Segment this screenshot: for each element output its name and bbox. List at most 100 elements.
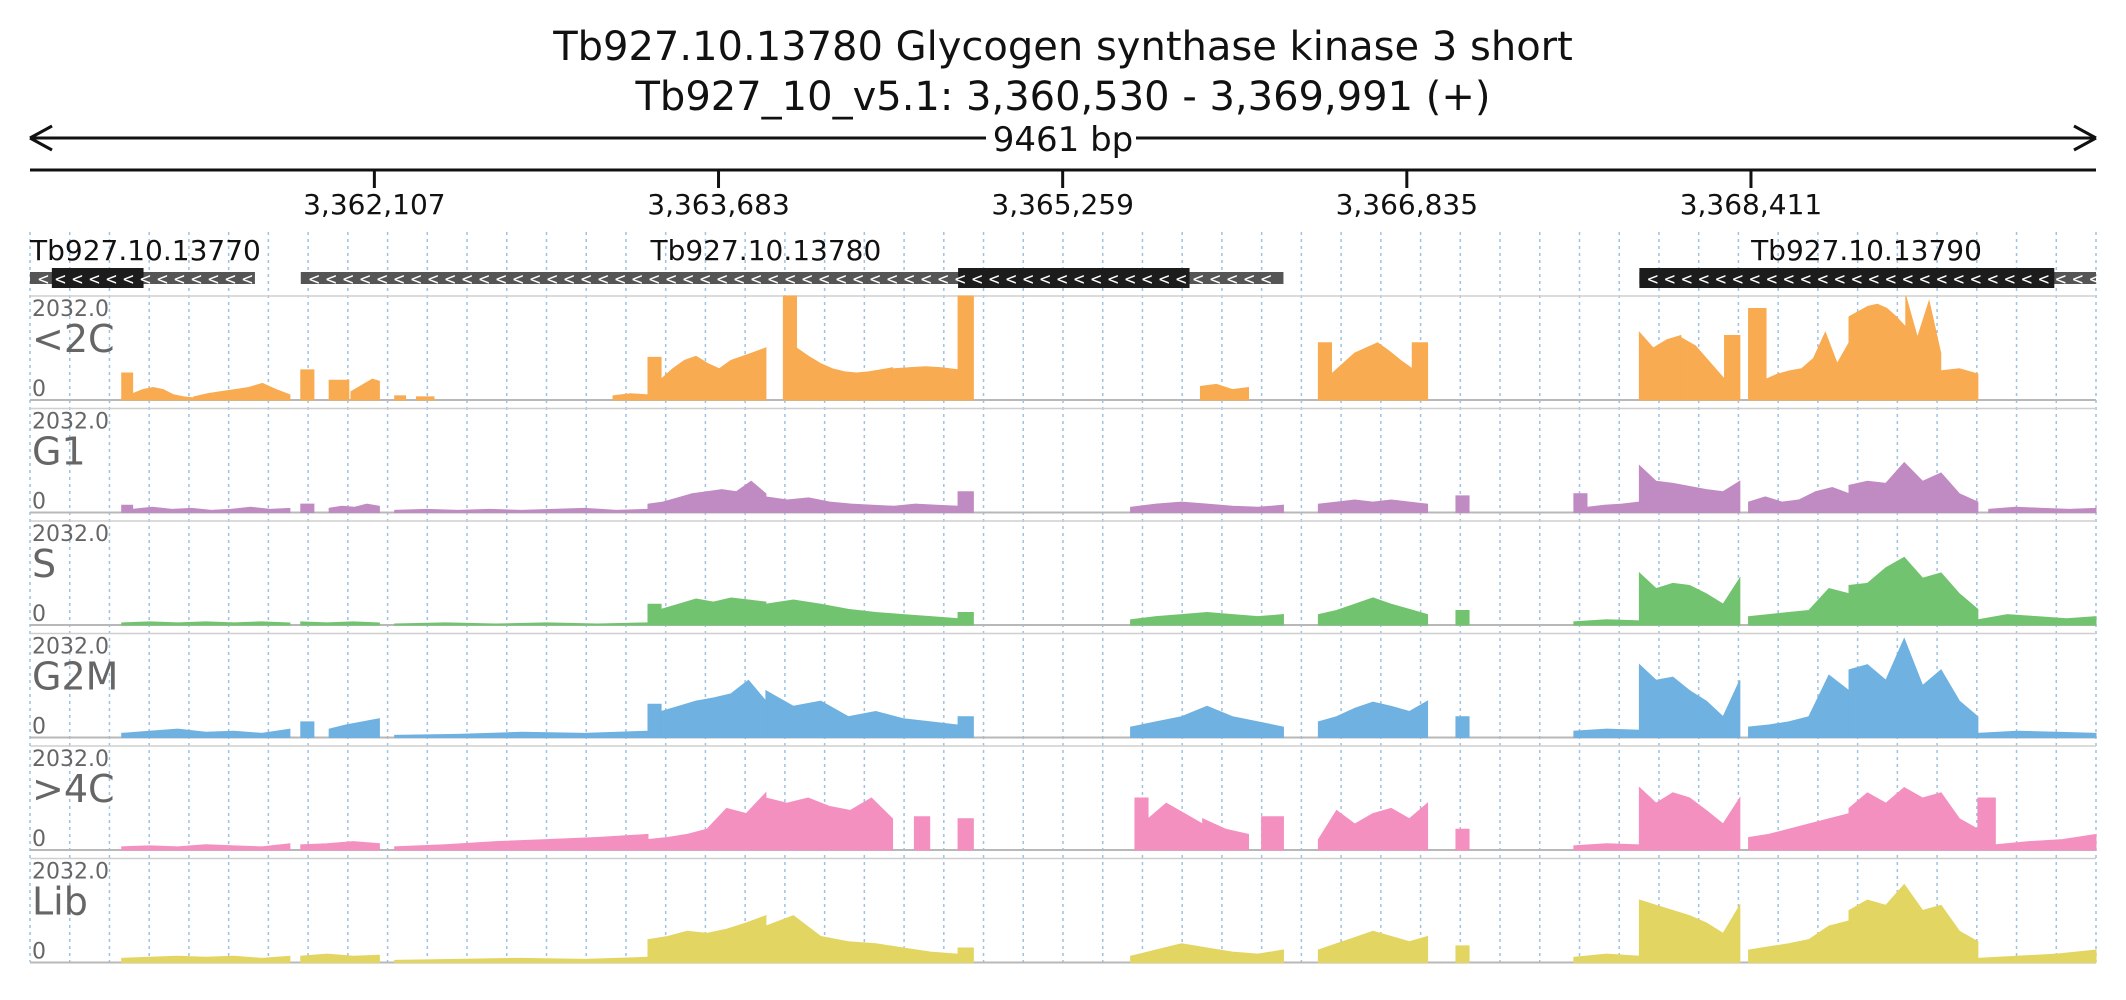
strand-arrow-glyph: < bbox=[1074, 269, 1085, 290]
coverage-area bbox=[121, 372, 134, 401]
coverage-area bbox=[647, 603, 662, 626]
coverage-area bbox=[328, 379, 350, 401]
coverage-area bbox=[957, 612, 974, 626]
strand-arrow-glyph: < bbox=[836, 269, 847, 290]
strand-arrow-glyph: < bbox=[2021, 269, 2032, 290]
coverage-area bbox=[132, 506, 291, 513]
strand-arrow-glyph: < bbox=[1817, 269, 1828, 290]
coverage-area bbox=[1638, 786, 1741, 851]
coverage-area bbox=[765, 496, 959, 513]
coverage-area bbox=[300, 721, 315, 738]
gene-name-label: Tb927.10.13770 bbox=[29, 234, 261, 267]
strand-arrow-glyph: < bbox=[1647, 269, 1658, 290]
coverage-area bbox=[1748, 920, 1850, 963]
strand-arrow-glyph: < bbox=[989, 269, 1000, 290]
strand-arrow-glyph: < bbox=[394, 269, 405, 290]
coverage-area bbox=[1848, 461, 1979, 513]
coverage-area bbox=[1977, 949, 2097, 963]
strand-arrow-glyph: < bbox=[38, 269, 49, 290]
strand-arrow-glyph: < bbox=[123, 269, 134, 290]
strand-arrow-glyph: < bbox=[530, 269, 541, 290]
strand-arrow-glyph: < bbox=[191, 269, 202, 290]
coverage-area bbox=[660, 347, 767, 401]
track-name-label: G2M bbox=[32, 655, 118, 699]
gene-cds-bar bbox=[1639, 268, 2055, 288]
coverage-track: 2032.0 0 <2C bbox=[30, 295, 2096, 402]
axis-ticks: 3,362,107 3,363,683 3,365,259 3,366,835 3,36… bbox=[303, 170, 1822, 221]
coverage-area bbox=[394, 833, 649, 851]
coverage-area bbox=[416, 396, 435, 401]
axis-tick-label: 3,362,107 bbox=[303, 188, 446, 221]
coverage-area bbox=[660, 679, 767, 738]
track-ymin-label: 0 bbox=[32, 715, 46, 740]
coverage-area bbox=[1317, 930, 1429, 963]
track-ymax-label: 2032.0 bbox=[32, 635, 109, 660]
axis-tick-label: 3,368,411 bbox=[1680, 188, 1823, 221]
strand-arrow-glyph: < bbox=[1919, 269, 1930, 290]
strand-arrow-glyph: < bbox=[1868, 269, 1879, 290]
coverage-area bbox=[1134, 797, 1149, 851]
strand-arrow-glyph: < bbox=[1715, 269, 1726, 290]
coverage-area bbox=[1638, 464, 1741, 513]
strand-arrow-glyph: < bbox=[1193, 269, 1204, 290]
coverage-area bbox=[1977, 797, 1996, 851]
span-label-bg bbox=[986, 118, 1136, 158]
strand-arrow-glyph: < bbox=[768, 269, 779, 290]
strand-arrow-glyph: < bbox=[921, 269, 932, 290]
coverage-area bbox=[1638, 571, 1741, 626]
coverage-area bbox=[1130, 943, 1284, 963]
strand-arrow-glyph: < bbox=[1125, 269, 1136, 290]
figure-title: Tb927.10.13780 Glycogen synthase kinase … bbox=[552, 24, 1573, 70]
coverage-area bbox=[1848, 883, 1979, 963]
strand-arrow-glyph: < bbox=[1834, 269, 1845, 290]
strand-arrow-glyph: < bbox=[1261, 269, 1272, 290]
track-ymin-label: 0 bbox=[32, 827, 46, 852]
coverage-area bbox=[765, 689, 959, 738]
axis-tick-label: 3,363,683 bbox=[647, 188, 790, 221]
coverage-area bbox=[1330, 342, 1413, 401]
coverage-area bbox=[328, 718, 380, 738]
coverage-area bbox=[1199, 383, 1250, 401]
strand-arrow-glyph: < bbox=[1800, 269, 1811, 290]
coverage-area bbox=[1455, 945, 1470, 963]
strand-arrow-glyph: < bbox=[479, 269, 490, 290]
coverage-area bbox=[121, 955, 291, 963]
coverage-area bbox=[394, 395, 407, 401]
coverage-area bbox=[394, 622, 649, 626]
coverage-area bbox=[1994, 833, 2097, 851]
coverage-track: 2032.0 0 >4C bbox=[30, 745, 2097, 852]
strand-arrow-glyph: < bbox=[1936, 269, 1947, 290]
coverage-area bbox=[1317, 597, 1429, 626]
strand-arrow-glyph: < bbox=[242, 269, 253, 290]
strand-arrow-glyph: < bbox=[2089, 269, 2100, 290]
strand-arrow-glyph: < bbox=[89, 269, 100, 290]
strand-arrow-glyph: < bbox=[581, 269, 592, 290]
coverage-area bbox=[647, 703, 662, 738]
coverage-area bbox=[1940, 368, 1979, 401]
strand-arrow-glyph: < bbox=[445, 269, 456, 290]
strand-arrow-glyph: < bbox=[819, 269, 830, 290]
gene-cds-bar bbox=[51, 268, 144, 288]
coverage-area bbox=[1573, 953, 1640, 963]
coverage-area bbox=[765, 599, 959, 626]
coverage-area bbox=[647, 356, 662, 401]
coverage-area bbox=[660, 597, 767, 626]
coverage-area bbox=[1977, 614, 2097, 626]
coverage-area bbox=[1455, 609, 1470, 626]
coverage-area bbox=[350, 378, 380, 401]
coverage-area bbox=[1848, 556, 1979, 626]
coverage-tracks: 2032.00<2C2032.00G12032.00S2032.00G2M203… bbox=[30, 295, 2097, 965]
coverage-area bbox=[1573, 728, 1640, 738]
strand-arrow-glyph: < bbox=[938, 269, 949, 290]
strand-arrow-glyph: < bbox=[225, 269, 236, 290]
strand-arrow-glyph: < bbox=[1766, 269, 1777, 290]
coverage-area bbox=[1680, 336, 1726, 401]
strand-arrow-glyph: < bbox=[700, 269, 711, 290]
figure-subtitle: Tb927_10_v5.1: 3,360,530 - 3,369,991 (+) bbox=[635, 74, 1491, 120]
coverage-area bbox=[1748, 307, 1767, 401]
coverage-area bbox=[1455, 716, 1470, 738]
strand-arrow-glyph: < bbox=[887, 269, 898, 290]
coverage-area bbox=[300, 503, 315, 513]
coverage-area bbox=[394, 730, 649, 738]
strand-arrow-glyph: < bbox=[853, 269, 864, 290]
